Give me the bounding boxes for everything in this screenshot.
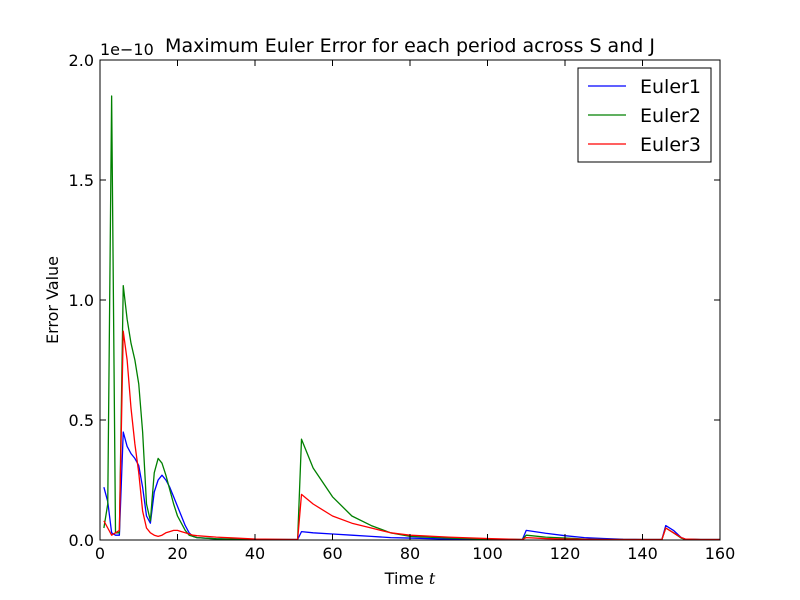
y-axis: 0.0 0.5 1.0 1.5 2.0 xyxy=(69,51,720,550)
x-axis-label: Time t xyxy=(384,569,436,588)
x-axis-label-variable: t xyxy=(429,569,436,588)
legend-label-euler3: Euler3 xyxy=(640,134,701,156)
y-axis-label: Error Value xyxy=(43,256,62,344)
x-tick-label: 20 xyxy=(167,544,187,563)
x-tick-label: 60 xyxy=(322,544,342,563)
y-tick-label: 1.0 xyxy=(69,291,94,310)
x-tick-label: 100 xyxy=(472,544,503,563)
x-tick-label: 40 xyxy=(245,544,265,563)
legend-label-euler1: Euler1 xyxy=(640,76,701,98)
y-tick-label: 0.5 xyxy=(69,411,94,430)
x-tick-label: 120 xyxy=(550,544,581,563)
x-tick-label: 0 xyxy=(95,544,105,563)
y-tick-label: 1.5 xyxy=(69,171,94,190)
x-tick-label: 140 xyxy=(627,544,658,563)
chart-title: Maximum Euler Error for each period acro… xyxy=(165,35,655,57)
x-tick-label: 80 xyxy=(400,544,420,563)
legend: Euler1 Euler2 Euler3 xyxy=(577,67,712,163)
x-axis: 0 20 40 60 80 100 120 140 160 xyxy=(95,60,735,563)
legend-label-euler2: Euler2 xyxy=(640,105,701,127)
y-tick-label: 2.0 xyxy=(69,51,94,70)
x-tick-label: 160 xyxy=(705,544,736,563)
y-offset-label: 1e−10 xyxy=(100,40,154,59)
x-axis-label-text: Time xyxy=(384,569,429,588)
y-tick-label: 0.0 xyxy=(69,531,94,550)
